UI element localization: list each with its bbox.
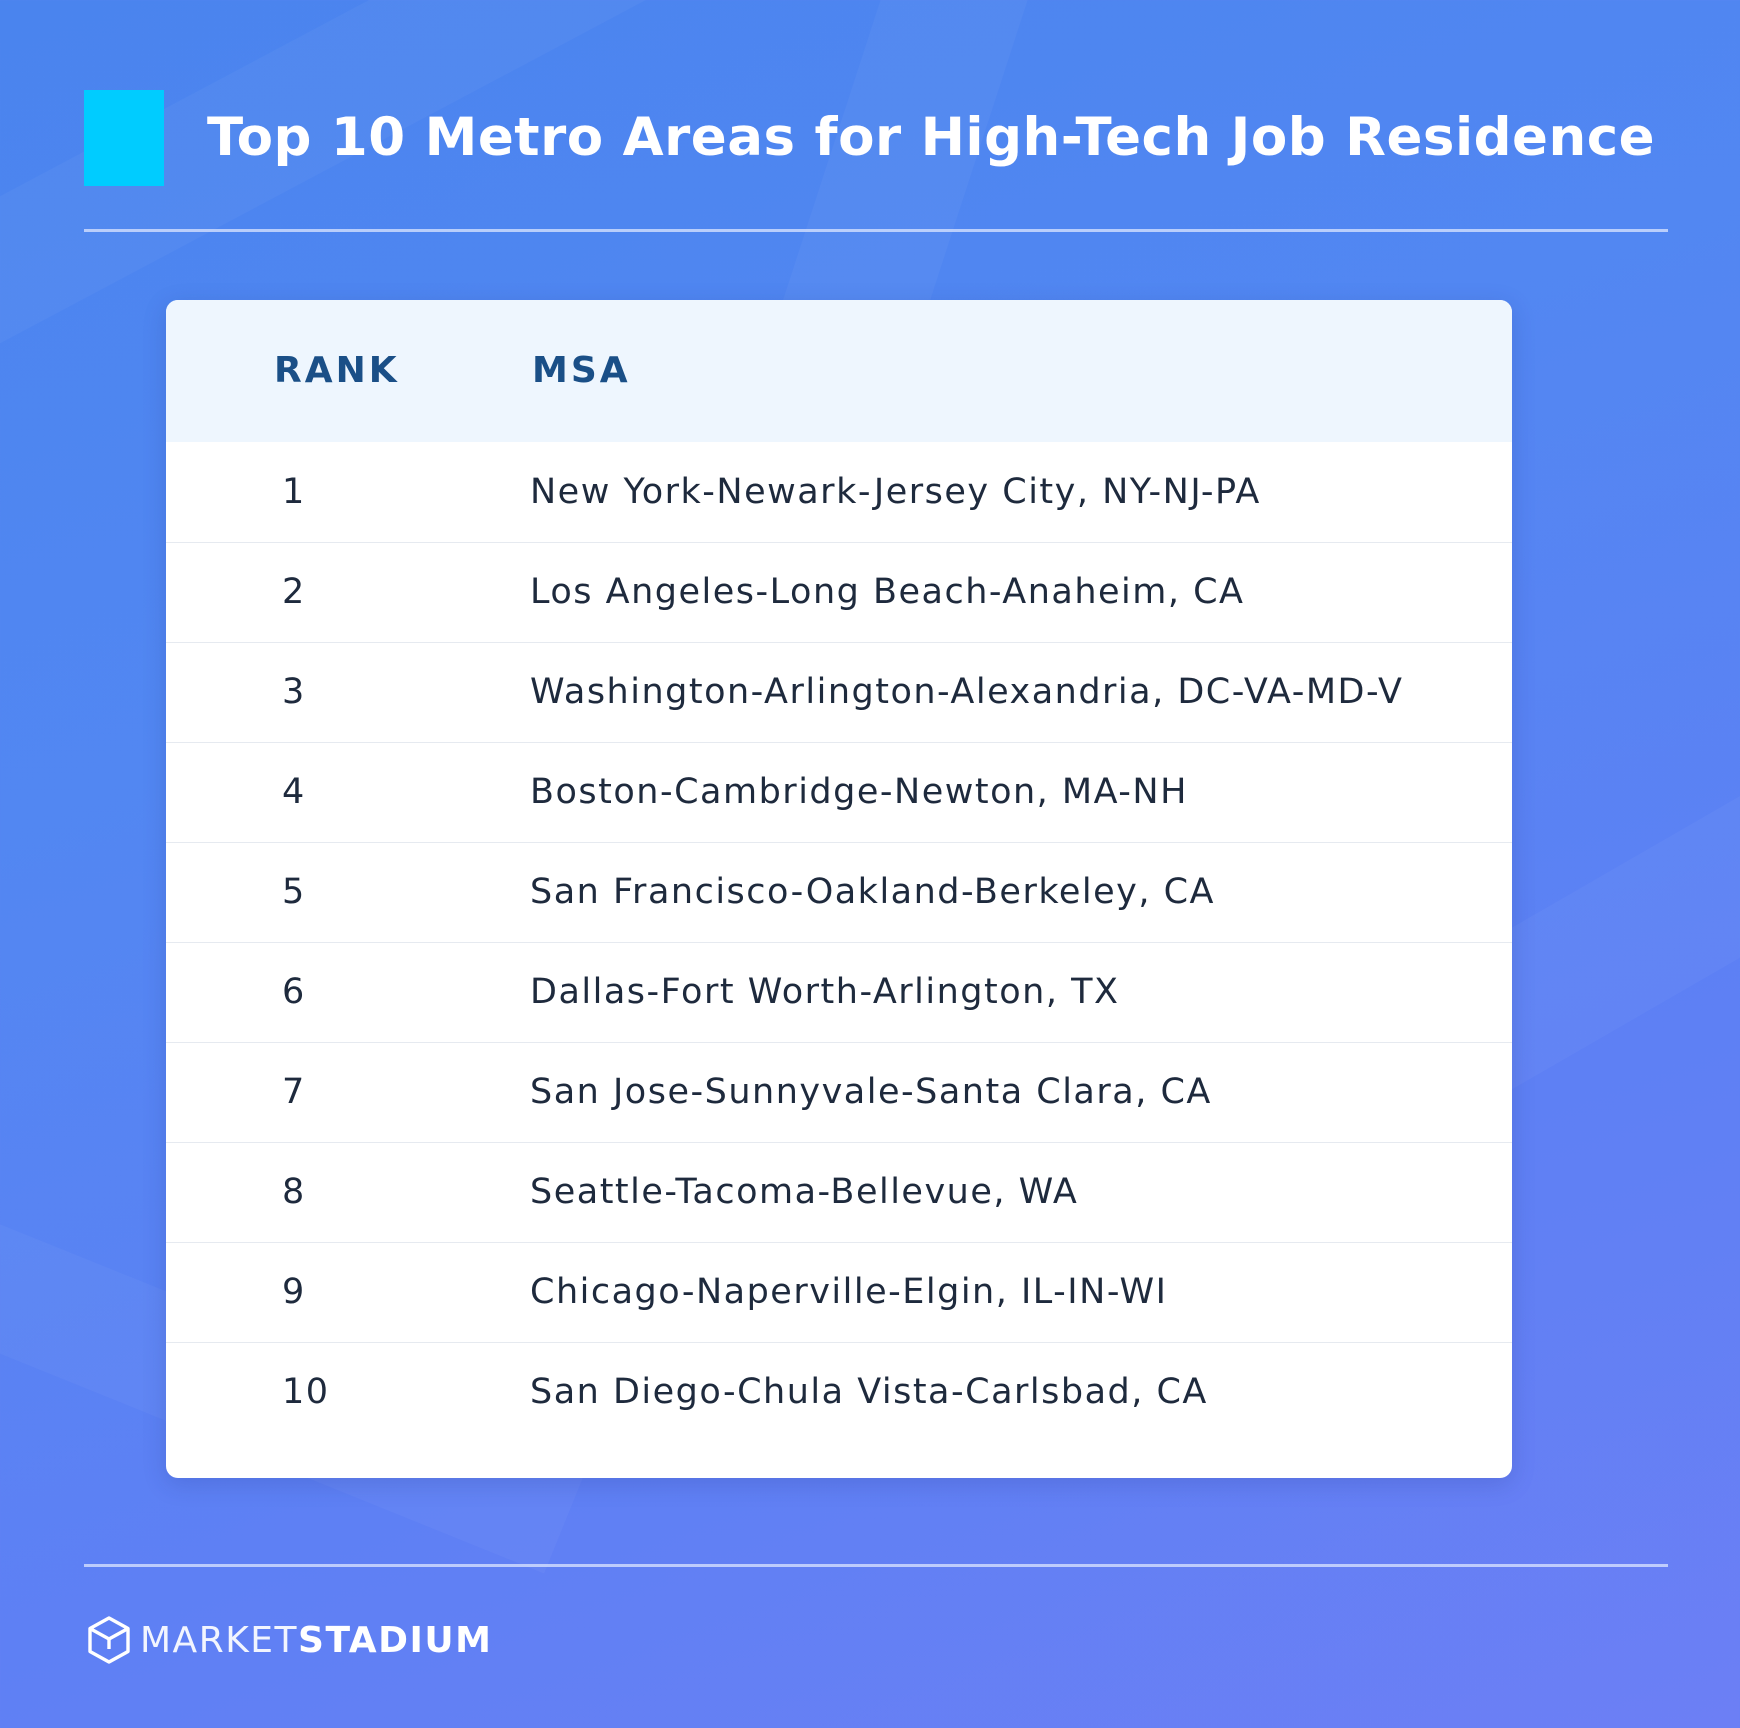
column-header-rank: RANK [274, 350, 400, 391]
top-divider [84, 229, 1668, 232]
table-row: 5 San Francisco-Oakland-Berkeley, CA [166, 842, 1512, 943]
rank-cell: 4 [282, 772, 306, 812]
rank-cell: 5 [282, 872, 306, 912]
msa-cell: Los Angeles-Long Beach-Anaheim, CA [530, 572, 1245, 612]
page-title: Top 10 Metro Areas for High-Tech Job Res… [207, 107, 1656, 168]
table-row: 1 New York-Newark-Jersey City, NY-NJ-PA [166, 442, 1512, 543]
msa-cell: Chicago-Naperville-Elgin, IL-IN-WI [530, 1272, 1168, 1312]
msa-cell: Seattle-Tacoma-Bellevue, WA [530, 1172, 1079, 1212]
table-row: 7 San Jose-Sunnyvale-Santa Clara, CA [166, 1042, 1512, 1143]
cube-outline-icon [88, 1616, 130, 1664]
logo-text-stadium: STADIUM [298, 1619, 493, 1661]
rank-cell: 3 [282, 672, 306, 712]
rank-cell: 1 [282, 472, 306, 512]
table-row: 4 Boston-Cambridge-Newton, MA-NH [166, 742, 1512, 843]
msa-cell: San Jose-Sunnyvale-Santa Clara, CA [530, 1072, 1212, 1112]
rank-cell: 2 [282, 572, 306, 612]
msa-cell: San Diego-Chula Vista-Carlsbad, CA [530, 1372, 1208, 1412]
rank-cell: 6 [282, 972, 306, 1012]
msa-cell: New York-Newark-Jersey City, NY-NJ-PA [530, 472, 1261, 512]
ranking-table: RANK MSA 1 New York-Newark-Jersey City, N… [166, 300, 1512, 1478]
table-row: 10 San Diego-Chula Vista-Carlsbad, CA [166, 1342, 1512, 1442]
msa-cell: Boston-Cambridge-Newton, MA-NH [530, 772, 1188, 812]
rank-cell: 7 [282, 1072, 306, 1112]
msa-cell: Washington-Arlington-Alexandria, DC-VA-M… [530, 672, 1404, 712]
rank-cell: 9 [282, 1272, 306, 1312]
table-row: 2 Los Angeles-Long Beach-Anaheim, CA [166, 542, 1512, 643]
rank-cell: 8 [282, 1172, 306, 1212]
column-header-msa: MSA [532, 350, 631, 391]
brand-logo: MARKET STADIUM [86, 1613, 492, 1667]
table-row: 3 Washington-Arlington-Alexandria, DC-VA-… [166, 642, 1512, 743]
msa-cell: San Francisco-Oakland-Berkeley, CA [530, 872, 1215, 912]
table-row: 9 Chicago-Naperville-Elgin, IL-IN-WI [166, 1242, 1512, 1343]
rank-cell: 10 [282, 1372, 330, 1412]
table-row: 8 Seattle-Tacoma-Bellevue, WA [166, 1142, 1512, 1243]
title-accent-square [84, 90, 164, 186]
table-header: RANK MSA [166, 300, 1512, 442]
logo-text-market: MARKET [140, 1619, 299, 1661]
table-row: 6 Dallas-Fort Worth-Arlington, TX [166, 942, 1512, 1043]
bottom-divider [84, 1564, 1668, 1567]
msa-cell: Dallas-Fort Worth-Arlington, TX [530, 972, 1120, 1012]
